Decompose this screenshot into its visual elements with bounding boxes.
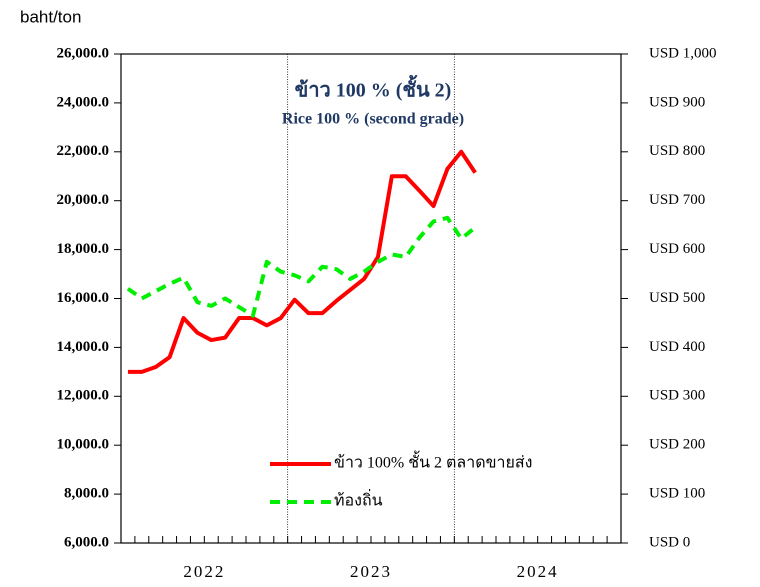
y2-tick-label: USD 100	[649, 486, 705, 502]
y2-tick-label: USD 700	[649, 192, 705, 208]
y-tick-label: 20,000.0	[57, 192, 110, 208]
y2-tick-label: USD 1,000	[649, 45, 717, 61]
year-label: 2024	[517, 562, 559, 581]
chart-title: ข้าว 100 % (ชั้น 2)	[295, 75, 452, 102]
y2-tick-label: USD 500	[649, 290, 705, 306]
series-line	[126, 215, 477, 318]
y2-tick-label: USD 200	[649, 437, 705, 453]
y-unit: baht/ton	[20, 7, 81, 26]
legend-label: ท้องถิ่น	[334, 489, 383, 510]
y-tick-label: 26,000.0	[57, 45, 110, 61]
chart-subtitle: Rice 100 % (second grade)	[282, 111, 464, 128]
y-tick-label: 14,000.0	[57, 339, 110, 355]
y-tick-label: 16,000.0	[57, 290, 110, 306]
y-tick-label: 22,000.0	[57, 143, 110, 159]
y2-tick-label: USD 900	[649, 94, 705, 110]
y2-tick-label: USD 400	[649, 339, 705, 355]
y2-tick-label: USD 0	[649, 534, 690, 550]
y-tick-label: 8,000.0	[64, 486, 109, 502]
y-tick-label: 18,000.0	[57, 241, 110, 257]
y2-tick-label: USD 600	[649, 241, 705, 257]
y-tick-label: 6,000.0	[64, 534, 109, 550]
y2-tick-label: USD 800	[649, 143, 705, 159]
y2-tick-label: USD 300	[649, 388, 705, 404]
y-tick-label: 12,000.0	[57, 388, 110, 404]
year-label: 2023	[350, 562, 392, 581]
legend-label: ข้าว 100% ชั้น 2 ตลาดขายส่ง	[334, 451, 532, 472]
y-tick-label: 24,000.0	[57, 94, 110, 110]
y-tick-label: 10,000.0	[57, 437, 110, 453]
series-line	[127, 149, 477, 374]
year-label: 2022	[183, 562, 225, 581]
